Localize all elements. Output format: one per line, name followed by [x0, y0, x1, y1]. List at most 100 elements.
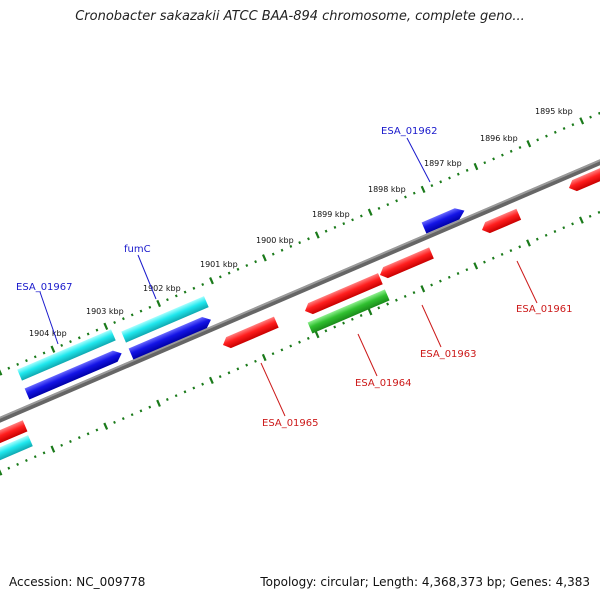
major-tick-mark [103, 322, 109, 331]
minor-tick-mark [280, 248, 284, 252]
minor-tick-mark [69, 340, 72, 344]
gene-feature-esa-01962[interactable] [421, 205, 467, 234]
minor-tick-mark [148, 305, 152, 309]
minor-tick-mark [183, 290, 187, 294]
minor-tick-mark [139, 309, 143, 313]
minor-tick-mark [148, 405, 152, 409]
gene-feature-fumc-cyan[interactable] [121, 296, 209, 343]
gene-label-esa-01967[interactable]: ESA_01967 [16, 282, 73, 293]
minor-tick-mark [465, 168, 469, 172]
minor-tick-mark [77, 436, 81, 440]
minor-tick-mark [33, 455, 37, 459]
minor-tick-mark [350, 317, 354, 321]
minor-tick-mark [236, 267, 240, 271]
gene-feature-esa-01965[interactable] [221, 316, 279, 351]
gene-label-esa-01964[interactable]: ESA_01964 [355, 378, 412, 389]
minor-tick-mark [509, 249, 513, 253]
minor-tick-mark [42, 451, 46, 455]
minor-tick-mark [86, 432, 90, 436]
minor-tick-mark [60, 443, 64, 447]
minor-tick-mark [60, 343, 64, 347]
minor-tick-mark [7, 466, 11, 470]
minor-tick-mark [192, 386, 196, 390]
minor-tick-mark [456, 172, 460, 176]
minor-tick-mark [95, 428, 99, 432]
minor-tick-mark [333, 325, 337, 329]
minor-tick-mark [16, 462, 20, 466]
minor-tick-mark [271, 352, 275, 356]
kbp-label: 1899 kbp [312, 210, 350, 219]
minor-tick-mark [500, 252, 504, 256]
minor-tick-mark [42, 351, 46, 355]
major-tick-mark [578, 216, 584, 224]
major-tick-mark [473, 262, 479, 270]
minor-tick-mark [412, 291, 416, 295]
minor-tick-mark [465, 268, 469, 272]
gene-feature-esa-01963[interactable] [378, 247, 434, 280]
minor-tick-mark [545, 134, 548, 138]
minor-tick-mark [245, 263, 249, 268]
kbp-label: 1904 kbp [29, 329, 67, 338]
gene-label-fumc[interactable]: fumC [124, 244, 151, 255]
kbp-scale-labels: 1895 kbp 1896 kbp 1897 kbp 1898 kbp 1899… [29, 107, 573, 338]
minor-tick-mark [306, 336, 310, 340]
minor-tick-mark [359, 314, 363, 317]
gene-feature-esa-01964-red[interactable] [303, 273, 383, 316]
minor-tick-mark [536, 138, 540, 142]
gene-label-esa-01961[interactable]: ESA_01961 [516, 304, 573, 315]
major-tick-mark [526, 140, 532, 148]
major-tick-mark [526, 239, 531, 247]
minor-tick-mark [483, 260, 486, 264]
minor-tick-mark [359, 214, 363, 218]
gene-feature-esa-01964-green[interactable] [307, 289, 390, 334]
minor-tick-mark [236, 367, 240, 371]
minor-tick-mark [201, 282, 205, 287]
minor-tick-mark [509, 149, 513, 153]
minor-tick-mark [7, 366, 11, 370]
major-tick-mark [209, 277, 214, 285]
minor-tick-mark [77, 336, 81, 340]
gene-label-esa-01963[interactable]: ESA_01963 [420, 349, 477, 360]
gene-feature-esa-01967-cyan[interactable] [17, 329, 116, 381]
minor-tick-mark [553, 230, 557, 233]
minor-tick-mark [333, 225, 337, 229]
minor-tick-mark [571, 222, 574, 226]
minor-tick-mark [307, 237, 310, 241]
minor-tick-mark [183, 390, 187, 394]
major-tick-mark [261, 254, 267, 262]
minor-tick-mark [386, 302, 390, 306]
minor-tick-mark [562, 126, 566, 131]
minor-tick-mark [588, 214, 592, 218]
minor-tick-mark [535, 237, 539, 241]
gene-label-esa-01965[interactable]: ESA_01965 [262, 418, 319, 429]
minor-tick-mark [139, 409, 143, 413]
minor-tick-mark [174, 394, 178, 398]
gene-feature-left-red[interactable] [0, 420, 28, 446]
minor-tick-mark [33, 355, 37, 359]
minor-tick-mark [218, 375, 222, 379]
gene-label-esa-01962[interactable]: ESA_01962 [381, 126, 438, 137]
minor-tick-mark [271, 252, 275, 256]
kbp-label: 1903 kbp [86, 307, 124, 316]
minor-tick-mark [227, 271, 231, 275]
major-tick-mark [367, 208, 373, 216]
minor-tick-mark [544, 233, 548, 237]
minor-tick-mark [430, 283, 434, 287]
minor-tick-mark [254, 359, 257, 363]
minor-tick-mark [289, 344, 293, 348]
minor-tick-mark [165, 398, 169, 401]
minor-tick-mark [351, 218, 354, 222]
gene-feature-fumc-blue[interactable] [128, 314, 214, 360]
gene-feature-right-edge[interactable] [567, 162, 600, 194]
gene-feature-esa-01967-blue[interactable] [24, 348, 124, 400]
minor-tick-mark [395, 199, 399, 203]
major-tick-mark [50, 445, 56, 453]
gene-feature-left-cyan[interactable] [0, 435, 33, 464]
minor-tick-mark [589, 115, 592, 119]
minor-tick-mark [447, 275, 451, 279]
minor-tick-mark [324, 229, 328, 233]
gene-feature-esa-01961[interactable] [480, 208, 522, 236]
chromosome-backbone [0, 159, 600, 423]
